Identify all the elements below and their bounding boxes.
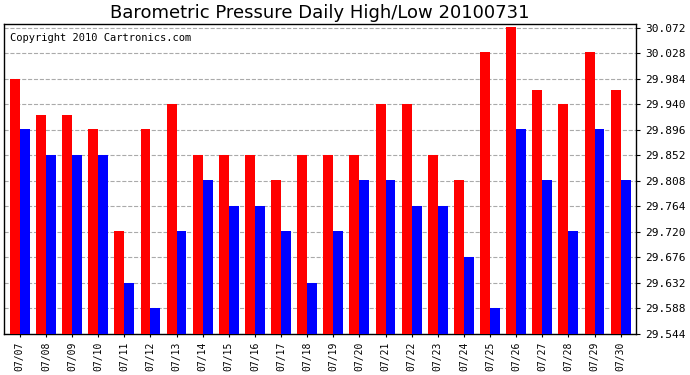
Bar	[203, 180, 213, 334]
Bar	[150, 308, 160, 334]
Bar	[46, 155, 56, 334]
Bar	[281, 231, 291, 334]
Bar	[402, 104, 412, 334]
Bar	[167, 104, 177, 334]
Bar	[375, 104, 386, 334]
Bar	[464, 257, 474, 334]
Bar	[219, 155, 229, 334]
Bar	[584, 52, 595, 334]
Bar	[620, 180, 631, 334]
Bar	[62, 115, 72, 334]
Bar	[307, 283, 317, 334]
Bar	[88, 129, 98, 334]
Bar	[245, 155, 255, 334]
Text: Copyright 2010 Cartronics.com: Copyright 2010 Cartronics.com	[10, 33, 192, 43]
Bar	[98, 155, 108, 334]
Bar	[333, 231, 343, 334]
Bar	[115, 231, 124, 334]
Bar	[297, 155, 307, 334]
Bar	[229, 206, 239, 334]
Bar	[611, 90, 620, 334]
Bar	[124, 283, 135, 334]
Bar	[324, 155, 333, 334]
Bar	[428, 155, 437, 334]
Bar	[386, 180, 395, 334]
Bar	[72, 155, 82, 334]
Bar	[480, 52, 490, 334]
Bar	[595, 129, 604, 334]
Bar	[412, 206, 422, 334]
Bar	[558, 104, 569, 334]
Bar	[542, 180, 552, 334]
Title: Barometric Pressure Daily High/Low 20100731: Barometric Pressure Daily High/Low 20100…	[110, 4, 530, 22]
Bar	[454, 180, 464, 334]
Bar	[255, 206, 265, 334]
Bar	[271, 180, 281, 334]
Bar	[516, 129, 526, 334]
Bar	[350, 155, 359, 334]
Bar	[359, 180, 369, 334]
Bar	[193, 155, 203, 334]
Bar	[36, 115, 46, 334]
Bar	[506, 27, 516, 334]
Bar	[10, 80, 20, 334]
Bar	[437, 206, 448, 334]
Bar	[490, 308, 500, 334]
Bar	[533, 90, 542, 334]
Bar	[20, 129, 30, 334]
Bar	[177, 231, 186, 334]
Bar	[141, 129, 150, 334]
Bar	[569, 231, 578, 334]
